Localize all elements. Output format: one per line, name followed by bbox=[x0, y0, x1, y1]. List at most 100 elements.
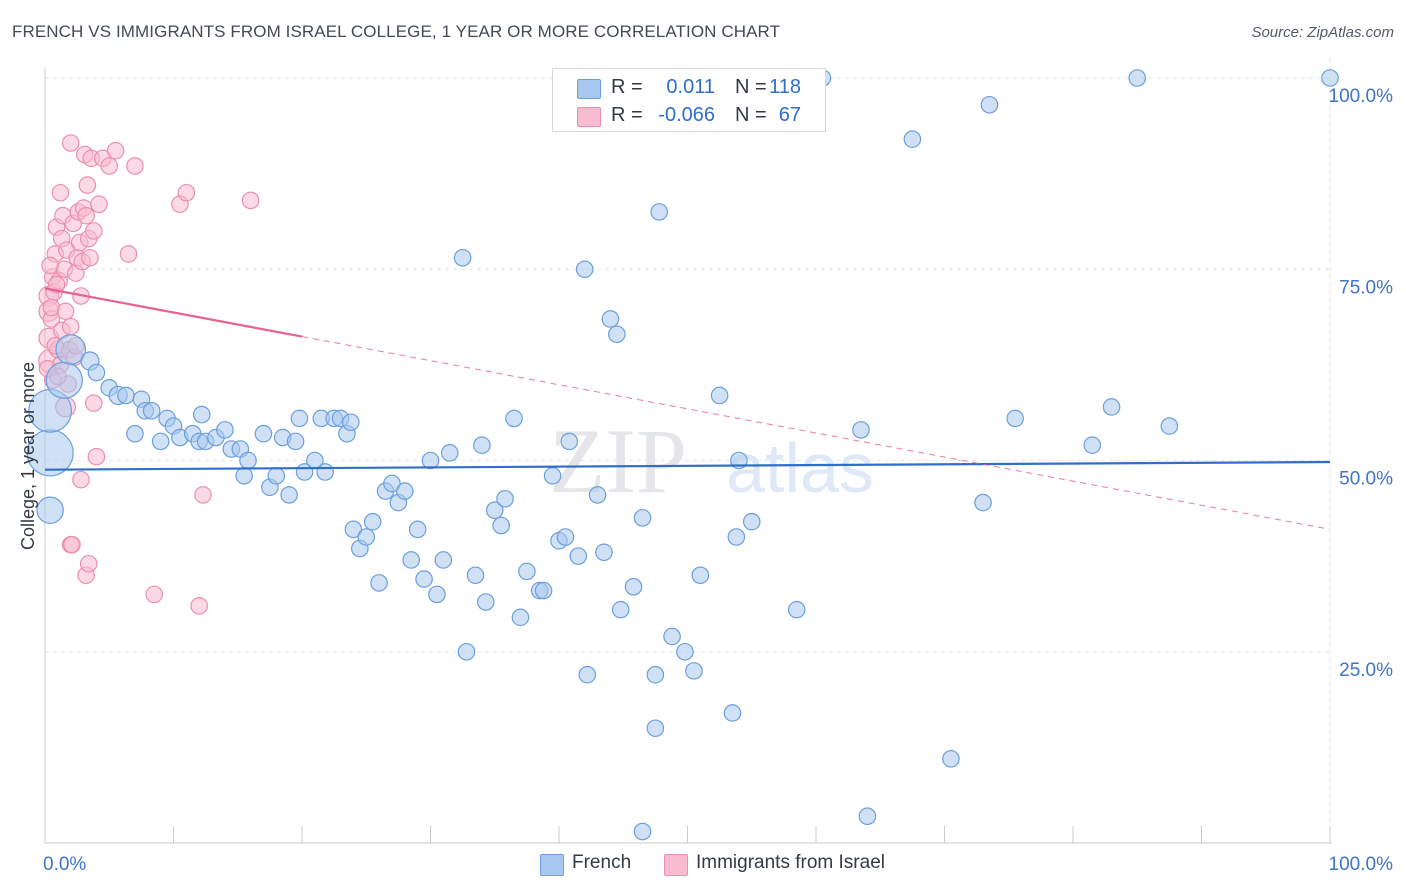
israel-point bbox=[190, 597, 208, 615]
legend-n-value: 67 bbox=[778, 104, 801, 126]
french-point bbox=[192, 405, 211, 424]
israel-point bbox=[85, 394, 103, 412]
israel-point bbox=[41, 256, 59, 275]
french-point bbox=[727, 528, 746, 546]
french-point bbox=[344, 520, 363, 539]
french-points-layer bbox=[26, 69, 1339, 841]
israel-trend-line-extrapolated bbox=[301, 336, 1331, 530]
french-point bbox=[1102, 398, 1121, 416]
french-point bbox=[723, 704, 742, 722]
french-point bbox=[370, 574, 388, 592]
legend-r-value: 0.011 bbox=[666, 76, 715, 98]
french-point bbox=[676, 642, 694, 661]
legend-row-israel: R = -0.066 N = 67 bbox=[553, 101, 825, 129]
french-point bbox=[646, 719, 665, 738]
french-point bbox=[485, 501, 504, 520]
israel-point bbox=[126, 157, 144, 175]
french-point bbox=[87, 363, 106, 382]
french-point bbox=[601, 310, 620, 328]
french-point bbox=[117, 386, 135, 405]
french-point bbox=[476, 593, 495, 611]
y-tick-label: 100.0% bbox=[1329, 86, 1394, 107]
israel-point bbox=[61, 317, 80, 336]
y-tick-label: 75.0% bbox=[1339, 277, 1393, 298]
french-point bbox=[280, 486, 298, 504]
israel-point bbox=[51, 183, 70, 202]
y-tick-label: 50.0% bbox=[1339, 469, 1393, 490]
israel-point bbox=[85, 222, 103, 240]
french-point bbox=[290, 409, 309, 428]
correlation-legend: R = 0.011 N = 118 R = -0.066 N = 67 bbox=[552, 68, 826, 132]
french-point bbox=[55, 334, 87, 365]
french-point bbox=[852, 421, 870, 439]
israel-trend-line bbox=[44, 287, 303, 338]
french-point bbox=[286, 432, 305, 451]
french-point bbox=[646, 665, 665, 684]
french-point bbox=[578, 665, 597, 684]
label-layer: 25.0% 50.0% 75.0% 100.0% 0.0% 100.0% College, … bbox=[18, 86, 1393, 875]
israel-points-layer bbox=[38, 134, 260, 615]
french-point bbox=[611, 600, 630, 619]
trend-layer bbox=[44, 287, 1331, 530]
bottom-legend-israel-label: Immigrants from Israel bbox=[696, 852, 885, 873]
french-swatch bbox=[577, 79, 601, 99]
israel-point bbox=[119, 245, 138, 263]
french-point bbox=[942, 750, 960, 768]
legend-n-label: N = bbox=[735, 76, 767, 98]
legend-n-label: N = bbox=[735, 104, 767, 126]
french-point bbox=[608, 325, 626, 344]
french-point bbox=[428, 585, 446, 604]
french-point bbox=[496, 489, 514, 508]
french-point bbox=[342, 413, 360, 432]
french-point bbox=[402, 551, 421, 569]
french-point bbox=[239, 451, 257, 470]
israel-point bbox=[63, 535, 81, 554]
israel-point bbox=[87, 447, 106, 466]
watermark-zip: ZIP bbox=[549, 410, 687, 512]
french-point bbox=[408, 520, 427, 539]
french-point bbox=[36, 496, 64, 524]
french-point bbox=[633, 509, 652, 527]
french-point bbox=[685, 662, 703, 680]
french-point bbox=[383, 474, 401, 493]
french-point bbox=[492, 516, 510, 535]
french-point bbox=[595, 543, 613, 562]
french-point bbox=[903, 130, 922, 148]
french-point bbox=[473, 436, 491, 454]
israel-point bbox=[56, 302, 75, 321]
israel-point bbox=[72, 470, 90, 489]
french-trend-line bbox=[44, 460, 1331, 471]
israel-point bbox=[79, 554, 98, 573]
french-point bbox=[254, 424, 273, 443]
french-point bbox=[505, 409, 523, 428]
french-point bbox=[691, 566, 710, 585]
french-point bbox=[45, 361, 83, 399]
israel-point bbox=[47, 275, 66, 294]
chart-title: FRENCH VS IMMIGRANTS FROM ISRAEL COLLEGE… bbox=[12, 22, 781, 41]
israel-point bbox=[106, 141, 125, 160]
french-point bbox=[511, 608, 530, 627]
french-point bbox=[569, 547, 588, 565]
french-point bbox=[1321, 69, 1339, 87]
israel-point bbox=[194, 486, 212, 504]
y-axis-label: College, 1 year or more bbox=[18, 362, 38, 550]
israel-point bbox=[100, 157, 119, 175]
israel-point bbox=[78, 176, 97, 194]
french-point bbox=[534, 581, 553, 600]
french-point bbox=[434, 551, 453, 569]
french-point bbox=[980, 95, 999, 114]
french-point bbox=[316, 463, 334, 481]
french-point bbox=[126, 424, 144, 443]
french-point bbox=[575, 260, 594, 279]
french-point bbox=[453, 248, 472, 267]
french-point bbox=[466, 566, 485, 585]
french-point bbox=[1006, 409, 1024, 428]
israel-point bbox=[177, 183, 196, 202]
legend-r-value: -0.066 bbox=[658, 104, 715, 126]
french-point bbox=[556, 528, 575, 546]
french-point bbox=[1083, 436, 1102, 454]
israel-point bbox=[145, 585, 164, 604]
israel-point bbox=[77, 206, 95, 225]
french-point bbox=[974, 493, 992, 512]
french-point bbox=[710, 386, 729, 405]
